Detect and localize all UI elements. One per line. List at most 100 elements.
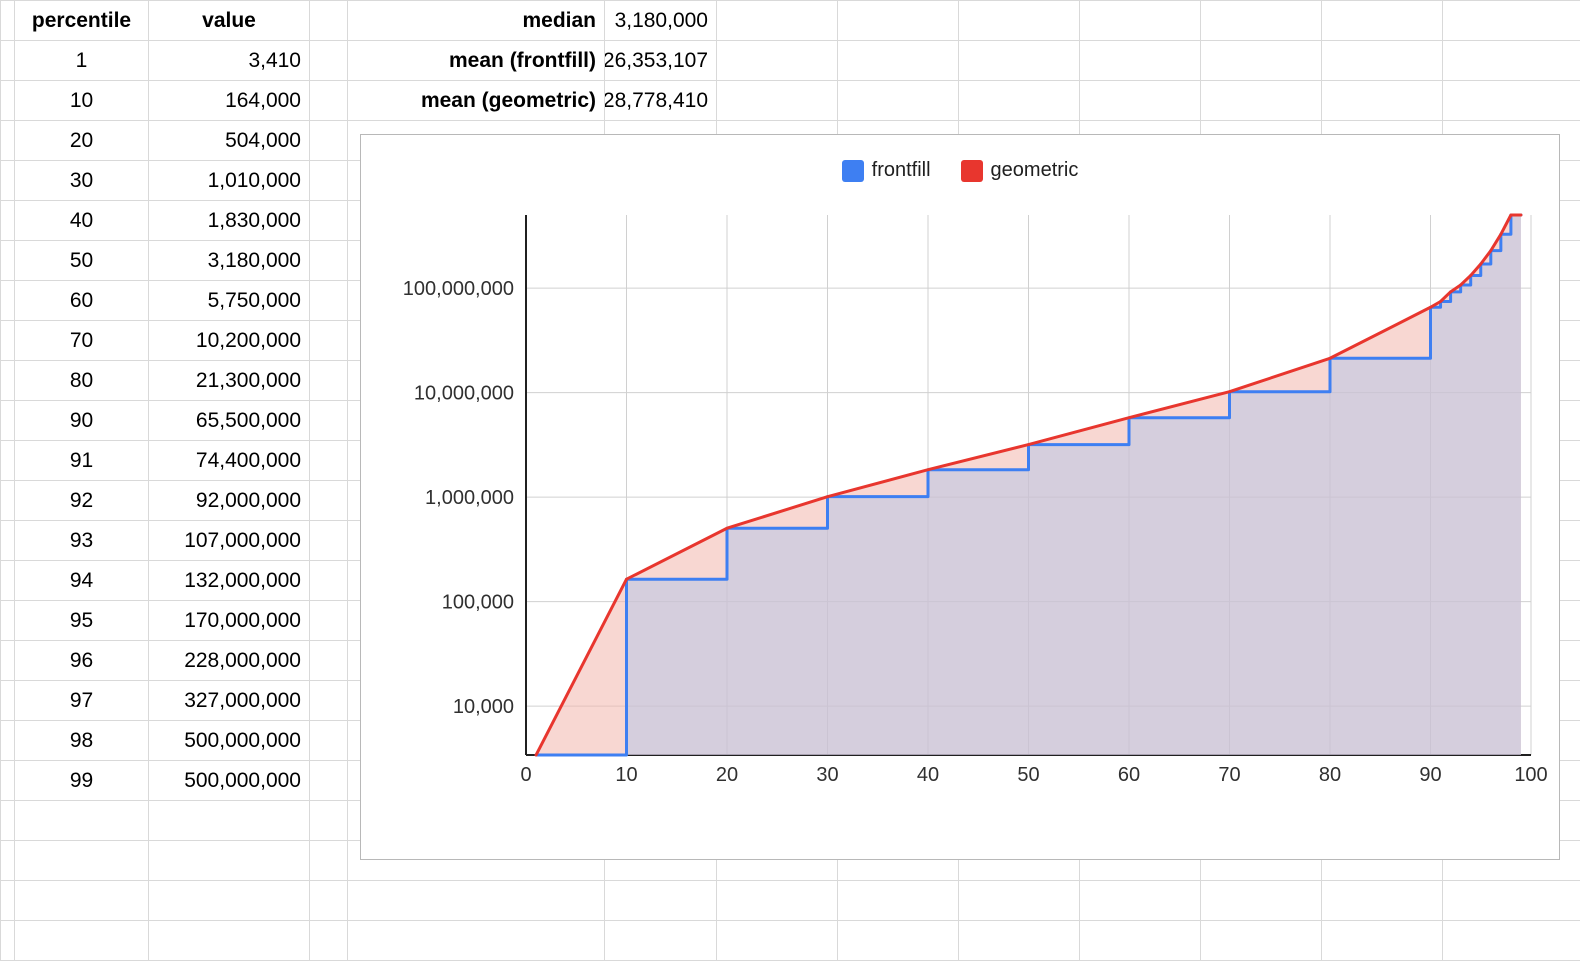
cell[interactable] (148, 840, 310, 881)
col-header-value[interactable]: value (148, 0, 310, 41)
col-header-percentile[interactable]: percentile (14, 0, 149, 41)
percentile-cell[interactable]: 99 (14, 760, 149, 801)
cell[interactable] (958, 80, 1080, 121)
value-cell[interactable]: 3,180,000 (148, 240, 310, 281)
cell[interactable] (1200, 80, 1322, 121)
value-cell[interactable]: 164,000 (148, 80, 310, 121)
summary-label[interactable]: mean (geometric) (347, 80, 605, 121)
cell[interactable] (716, 80, 838, 121)
percentile-cell[interactable]: 97 (14, 680, 149, 721)
cell[interactable] (309, 120, 348, 161)
value-cell[interactable]: 65,500,000 (148, 400, 310, 441)
cell[interactable] (716, 0, 838, 41)
cell[interactable] (309, 80, 348, 121)
cell[interactable] (958, 0, 1080, 41)
cell[interactable] (716, 880, 838, 921)
cell[interactable] (1442, 40, 1580, 81)
cell[interactable] (309, 240, 348, 281)
percentile-cell[interactable]: 60 (14, 280, 149, 321)
value-cell[interactable]: 1,830,000 (148, 200, 310, 241)
cell[interactable] (837, 880, 959, 921)
cell[interactable] (958, 880, 1080, 921)
cell[interactable] (1079, 920, 1201, 961)
cell[interactable] (958, 920, 1080, 961)
cell[interactable] (716, 40, 838, 81)
summary-label[interactable]: mean (frontfill) (347, 40, 605, 81)
cell[interactable] (1442, 80, 1580, 121)
cell[interactable] (1200, 40, 1322, 81)
cell[interactable] (148, 920, 310, 961)
cell[interactable] (14, 920, 149, 961)
cell[interactable] (1321, 80, 1443, 121)
cell[interactable] (1321, 40, 1443, 81)
cell[interactable] (148, 800, 310, 841)
cell[interactable] (837, 0, 959, 41)
cell[interactable] (604, 880, 717, 921)
percentile-cell[interactable]: 80 (14, 360, 149, 401)
cell[interactable] (958, 40, 1080, 81)
percentile-cell[interactable]: 91 (14, 440, 149, 481)
cell[interactable] (309, 800, 348, 841)
percentile-cell[interactable]: 30 (14, 160, 149, 201)
cell[interactable] (1442, 880, 1580, 921)
cell[interactable] (837, 40, 959, 81)
value-cell[interactable]: 504,000 (148, 120, 310, 161)
cell[interactable] (309, 320, 348, 361)
summary-value[interactable]: 26,353,107 (604, 40, 717, 81)
cell[interactable] (1321, 0, 1443, 41)
percentile-cell[interactable]: 98 (14, 720, 149, 761)
percentile-cell[interactable]: 95 (14, 600, 149, 641)
value-cell[interactable]: 1,010,000 (148, 160, 310, 201)
value-cell[interactable]: 170,000,000 (148, 600, 310, 641)
cell[interactable] (1079, 40, 1201, 81)
cell[interactable] (1200, 880, 1322, 921)
value-cell[interactable]: 132,000,000 (148, 560, 310, 601)
cell[interactable] (716, 920, 838, 961)
cell[interactable] (309, 720, 348, 761)
value-cell[interactable]: 327,000,000 (148, 680, 310, 721)
value-cell[interactable]: 3,410 (148, 40, 310, 81)
cell[interactable] (14, 800, 149, 841)
cell[interactable] (837, 80, 959, 121)
cell[interactable] (1200, 0, 1322, 41)
summary-label[interactable]: median (347, 0, 605, 41)
cell[interactable] (309, 920, 348, 961)
cell[interactable] (347, 920, 605, 961)
percentile-cell[interactable]: 50 (14, 240, 149, 281)
cell[interactable] (309, 280, 348, 321)
cell[interactable] (1321, 920, 1443, 961)
percentile-cell[interactable]: 90 (14, 400, 149, 441)
cell[interactable] (309, 880, 348, 921)
cell[interactable] (309, 560, 348, 601)
percentile-cell[interactable]: 20 (14, 120, 149, 161)
summary-value[interactable]: 28,778,410 (604, 80, 717, 121)
cell[interactable] (309, 640, 348, 681)
summary-value[interactable]: 3,180,000 (604, 0, 717, 41)
percentile-cell[interactable]: 10 (14, 80, 149, 121)
cell[interactable] (1079, 80, 1201, 121)
value-cell[interactable]: 107,000,000 (148, 520, 310, 561)
cell[interactable] (1442, 0, 1580, 41)
value-cell[interactable]: 92,000,000 (148, 480, 310, 521)
value-cell[interactable]: 228,000,000 (148, 640, 310, 681)
value-cell[interactable]: 5,750,000 (148, 280, 310, 321)
cell[interactable] (1200, 920, 1322, 961)
percentile-cell[interactable]: 94 (14, 560, 149, 601)
cell[interactable] (1079, 0, 1201, 41)
cell[interactable] (1079, 880, 1201, 921)
cell[interactable] (309, 760, 348, 801)
cell[interactable] (309, 40, 348, 81)
cell[interactable] (309, 0, 348, 41)
value-cell[interactable]: 10,200,000 (148, 320, 310, 361)
cell[interactable] (309, 840, 348, 881)
cell[interactable] (347, 880, 605, 921)
value-cell[interactable]: 21,300,000 (148, 360, 310, 401)
cell[interactable] (1442, 920, 1580, 961)
cell[interactable] (309, 200, 348, 241)
percentile-cell[interactable]: 40 (14, 200, 149, 241)
cell[interactable] (1321, 880, 1443, 921)
percentile-cell[interactable]: 92 (14, 480, 149, 521)
value-cell[interactable]: 500,000,000 (148, 760, 310, 801)
cell[interactable] (309, 480, 348, 521)
percentile-cell[interactable]: 70 (14, 320, 149, 361)
